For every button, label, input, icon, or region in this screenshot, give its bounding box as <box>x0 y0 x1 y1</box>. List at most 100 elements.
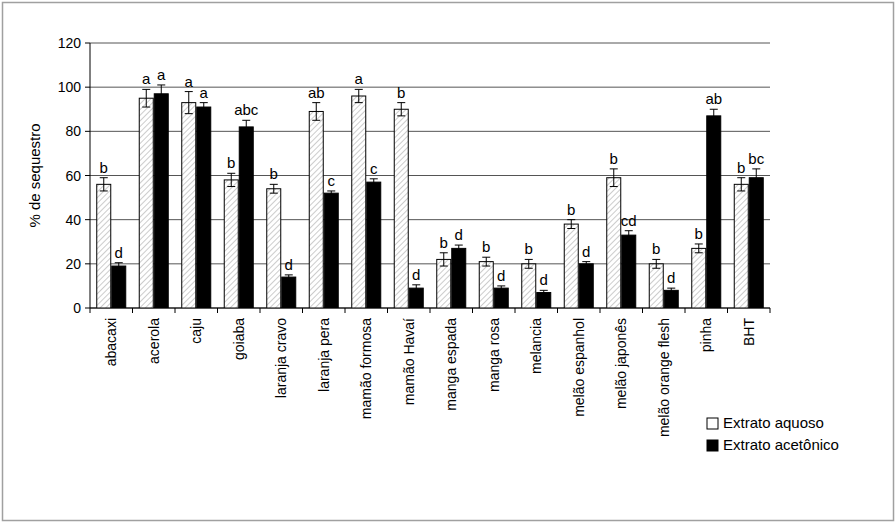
significance-letter: d <box>455 226 463 243</box>
legend-swatch <box>707 440 718 451</box>
x-tick <box>472 308 473 313</box>
error-cap <box>185 91 193 92</box>
error-cap <box>540 290 548 291</box>
bar <box>734 184 748 308</box>
error-line <box>358 89 359 102</box>
error-cap <box>285 279 293 280</box>
x-tick <box>515 308 516 313</box>
error-cap <box>455 251 463 252</box>
error-line <box>231 173 232 186</box>
significance-letter: a <box>157 66 166 83</box>
x-tick-label: melancia <box>528 318 544 374</box>
bar <box>564 224 578 308</box>
bar <box>154 94 168 308</box>
x-tick-label: laranja pera <box>316 318 332 392</box>
error-bar <box>412 285 420 292</box>
chart: 020406080100120% de sequestroabacaxiacer… <box>0 0 896 523</box>
legend-swatch <box>707 418 718 429</box>
error-line <box>501 286 502 290</box>
error-cap <box>625 239 633 240</box>
bar <box>494 288 508 308</box>
bar <box>324 193 338 308</box>
error-bar <box>115 263 123 270</box>
error-cap <box>482 266 490 267</box>
error-cap <box>270 184 278 185</box>
bar <box>537 293 551 308</box>
bar <box>112 266 126 308</box>
error-cap <box>610 186 618 187</box>
error-line <box>161 85 162 103</box>
error-line <box>188 92 189 114</box>
y-tick <box>85 308 90 309</box>
y-axis <box>90 43 91 308</box>
error-bar <box>185 92 193 114</box>
error-cap <box>200 111 208 112</box>
x-tick <box>642 308 643 313</box>
error-cap <box>100 177 108 178</box>
error-bar <box>752 169 760 187</box>
error-bar <box>482 257 490 266</box>
error-cap <box>285 274 293 275</box>
error-line <box>203 103 204 112</box>
bar <box>452 248 466 308</box>
error-cap <box>312 102 320 103</box>
bar <box>139 98 153 308</box>
error-line <box>103 178 104 191</box>
significance-letter: d <box>582 243 590 260</box>
x-tick <box>260 308 261 313</box>
x-tick-label: goiaba <box>231 318 247 360</box>
error-cap <box>540 294 548 295</box>
error-cap <box>455 245 463 246</box>
error-cap <box>567 228 575 229</box>
bar <box>522 264 536 308</box>
error-cap <box>412 291 420 292</box>
error-line <box>458 245 459 252</box>
significance-letter: a <box>142 70 151 87</box>
error-bar <box>100 178 108 191</box>
error-cap <box>327 195 335 196</box>
error-bar <box>710 109 718 122</box>
x-tick <box>90 308 91 313</box>
significance-letter: b <box>100 159 108 176</box>
error-line <box>713 109 714 122</box>
error-cap <box>242 133 250 134</box>
error-cap <box>752 186 760 187</box>
x-tick <box>302 308 303 313</box>
error-cap <box>497 285 505 286</box>
significance-letter: b <box>440 234 448 251</box>
error-line <box>628 231 629 240</box>
bar <box>707 116 721 308</box>
error-line <box>288 275 289 279</box>
x-tick <box>557 308 558 313</box>
error-cap <box>157 102 165 103</box>
error-cap <box>397 115 405 116</box>
legend-label: Extrato acetônico <box>723 436 839 453</box>
bar <box>622 235 636 308</box>
error-cap <box>355 102 363 103</box>
legend-label: Extrato aquoso <box>723 414 824 431</box>
error-cap <box>270 193 278 194</box>
error-bar <box>497 286 505 290</box>
letters: baabbababbbbbbbbbdaaabcdccdddddcddabbc <box>100 66 765 288</box>
error-cap <box>582 266 590 267</box>
bar <box>182 103 196 308</box>
y-tick <box>85 175 90 176</box>
error-line <box>401 103 402 116</box>
error-bar <box>610 169 618 187</box>
y-tick-label: 0 <box>73 300 81 316</box>
error-line <box>146 89 147 107</box>
significance-letter: c <box>328 172 336 189</box>
bar <box>479 262 493 308</box>
error-cap <box>370 178 378 179</box>
error-cap <box>115 269 123 270</box>
error-line <box>486 257 487 266</box>
significance-letter: a <box>185 73 194 90</box>
error-cap <box>610 168 618 169</box>
y-tick-label: 100 <box>58 79 82 95</box>
significance-letter: b <box>227 154 235 171</box>
error-line <box>443 253 444 266</box>
y-tick-label: 20 <box>65 256 81 272</box>
x-tick-label: melão espanhol <box>571 318 587 417</box>
bar <box>197 107 211 308</box>
error-line <box>741 178 742 191</box>
